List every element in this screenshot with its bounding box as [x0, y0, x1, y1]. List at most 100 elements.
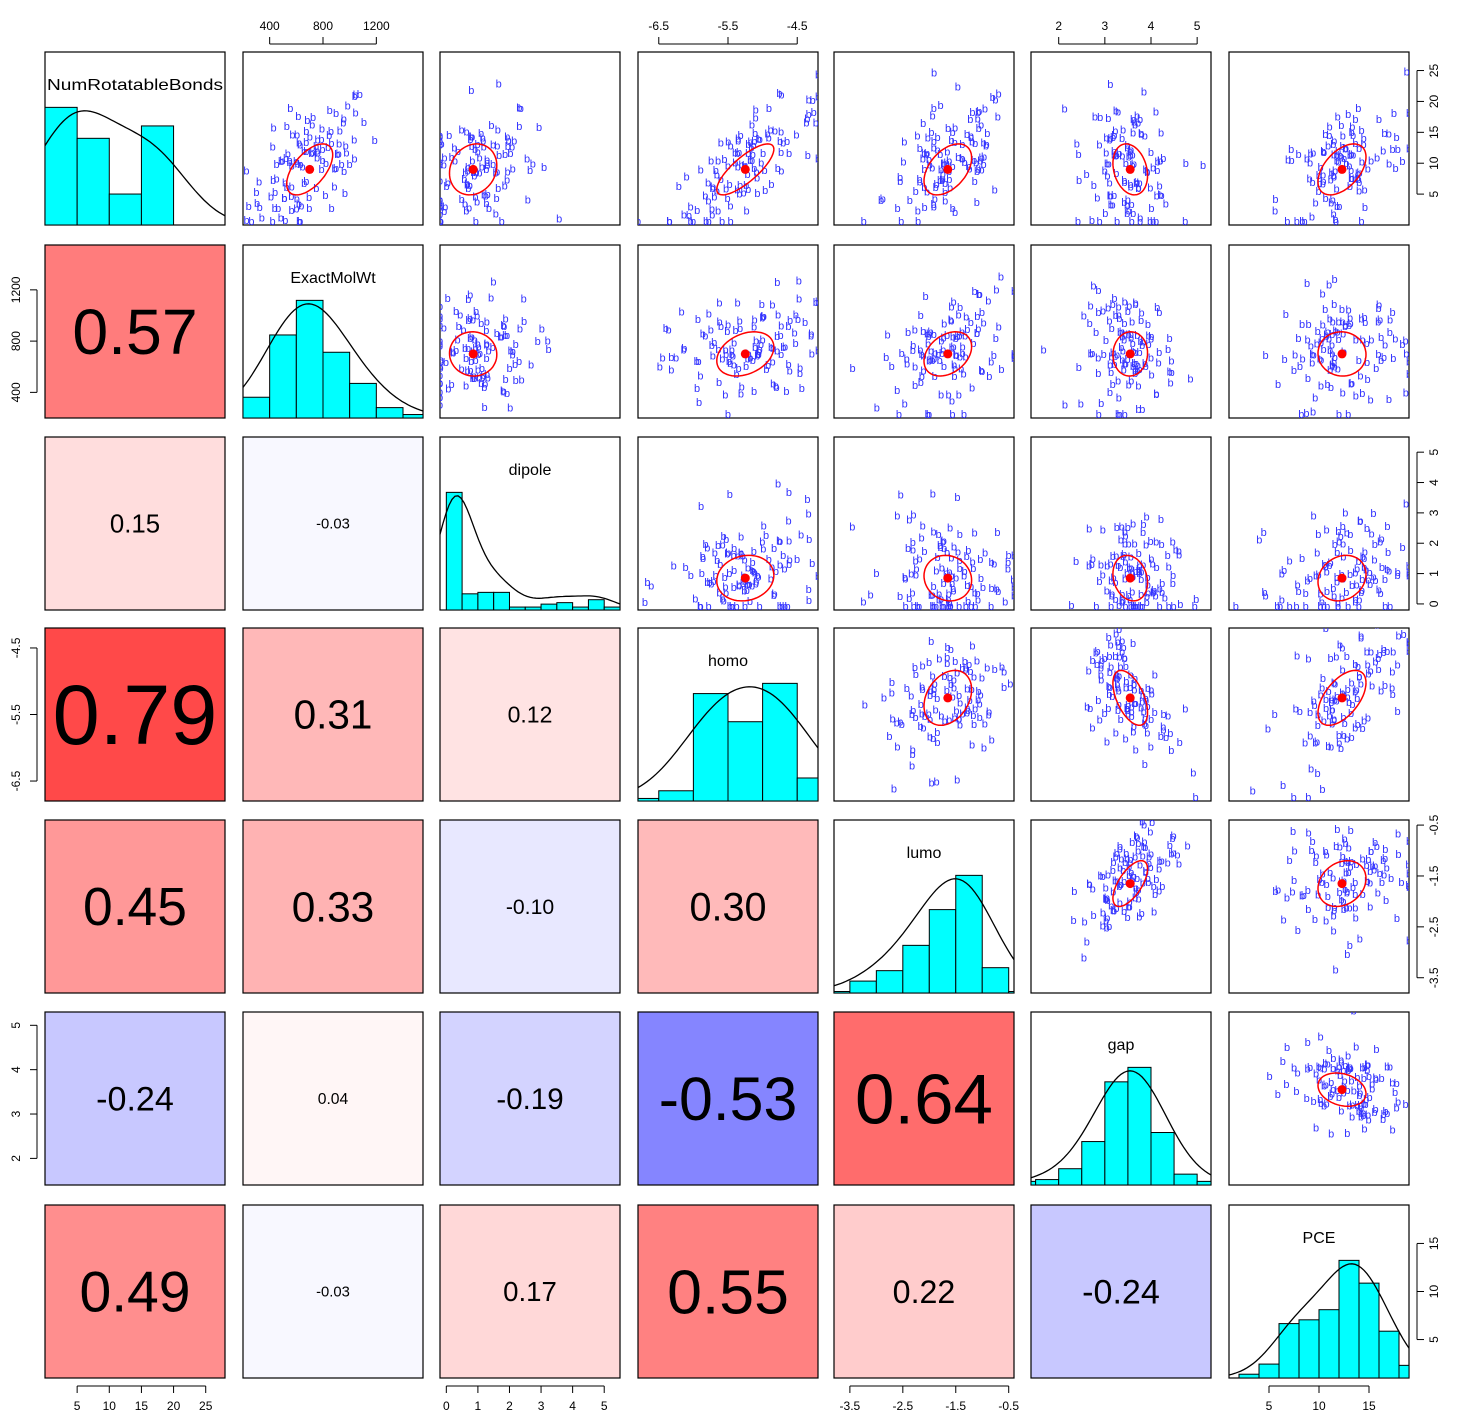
scatter-point: b — [1111, 190, 1117, 202]
scatter-point: b — [1116, 148, 1122, 160]
scatter-point: b — [1103, 133, 1109, 145]
scatter-point: b — [1364, 876, 1370, 888]
scatter-point: b — [778, 89, 784, 101]
scatter-point: b — [1394, 570, 1400, 582]
scatter-point: b — [1083, 619, 1089, 631]
scatter-point: b — [1153, 389, 1159, 401]
scatter-point: b — [717, 316, 723, 328]
histogram-bar — [1127, 1066, 1152, 1186]
scatter-point: b — [984, 128, 990, 140]
correlation-ellipse — [923, 554, 973, 602]
scatter-point: b — [437, 139, 443, 151]
correlation-label: -0.24 — [96, 1080, 174, 1118]
scatter-point: b — [768, 179, 774, 191]
scatter-point: b — [1167, 333, 1173, 345]
scatter-point: b — [1345, 109, 1351, 121]
scatter-point: b — [1120, 345, 1126, 357]
scatter-point: b — [904, 353, 910, 365]
scatter-point: b — [1340, 896, 1346, 908]
histogram-bar — [1298, 1319, 1320, 1379]
scatter-point: b — [1120, 596, 1126, 608]
correlation-ellipse — [1317, 143, 1367, 196]
scatter-point: b — [977, 554, 983, 566]
scatter-point: b — [920, 326, 926, 338]
scatter-point: b — [1306, 319, 1312, 331]
scatter-point: b — [1142, 866, 1148, 878]
y-tick-label: 3 — [9, 1110, 23, 1117]
scatter-point: b — [1348, 678, 1354, 690]
scatter-point: b — [1135, 846, 1141, 858]
scatter-point: b — [504, 174, 510, 186]
scatter-point: b — [1374, 841, 1380, 853]
scatter-point: b — [1104, 912, 1110, 924]
scatter-point: b — [1117, 898, 1123, 910]
scatter-point: b — [995, 111, 1001, 123]
scatter-point: b — [1328, 558, 1334, 570]
scatter-point: b — [1125, 522, 1131, 534]
scatter-point: b — [679, 306, 685, 318]
scatter-point: b — [1369, 681, 1375, 693]
scatter-point: b — [849, 522, 855, 534]
scatter-point: b — [1342, 884, 1348, 896]
scatter-point: b — [902, 573, 908, 585]
scatter-point: b — [753, 576, 759, 588]
scatter-point: b — [909, 709, 915, 721]
scatter-point: b — [1362, 202, 1368, 214]
scatter-point: b — [961, 566, 967, 578]
scatter-point: b — [1359, 585, 1365, 597]
scatter-point: b — [287, 157, 293, 169]
scatter-point: b — [761, 520, 767, 532]
scatter-point: b — [919, 682, 925, 694]
scatter-point: b — [1343, 903, 1349, 915]
scatter-point: b — [710, 183, 716, 195]
scatter-point: b — [984, 139, 990, 151]
scatter-point: b — [964, 702, 970, 714]
scatter-point: b — [438, 138, 444, 150]
scatter-point: b — [744, 579, 750, 591]
scatter-point: b — [1335, 526, 1341, 538]
scatter-point: b — [778, 127, 784, 139]
scatter-point: b — [1317, 589, 1323, 601]
scatter-point: b — [1367, 579, 1373, 591]
scatter-point: b — [1158, 539, 1164, 551]
scatter-point: b — [1104, 561, 1110, 573]
scatter-point: b — [1406, 882, 1412, 894]
scatter-point: b — [737, 180, 743, 192]
scatter-point: b — [1124, 703, 1130, 715]
scatter-point: b — [1135, 884, 1141, 896]
scatter-point: b — [1312, 392, 1318, 404]
y-tick-label: 400 — [9, 382, 23, 402]
scatter-point: b — [1405, 880, 1411, 892]
scatter-point: b — [1129, 707, 1135, 719]
scatter-point: b — [468, 356, 474, 368]
scatter-point: b — [479, 161, 485, 173]
mean-point — [1125, 349, 1135, 359]
scatter-point: b — [984, 663, 990, 675]
scatter-point: b — [1335, 157, 1341, 169]
scatter-point: b — [437, 301, 443, 313]
x-tick-label: 20 — [167, 1399, 181, 1413]
scatter-point: b — [930, 199, 936, 211]
scatter-point: b — [1323, 561, 1329, 573]
scatter-point: b — [697, 371, 703, 383]
scatter-point: b — [1329, 339, 1335, 351]
scatter-point: b — [1330, 170, 1336, 182]
histogram-bar — [76, 137, 110, 226]
scatter-point: b — [296, 199, 302, 211]
scatter-point: b — [978, 365, 984, 377]
scatter-point: b — [271, 123, 277, 135]
y-tick-label: 25 — [1427, 64, 1441, 78]
scatter-point: b — [781, 564, 787, 576]
correlation-label: -0.19 — [496, 1083, 563, 1116]
diag-frame — [439, 436, 621, 611]
scatter-point: b — [758, 157, 764, 169]
scatter-point: b — [1406, 638, 1412, 650]
scatter-point: b — [1394, 660, 1400, 672]
scatter-point: b — [959, 342, 965, 354]
scatter-point: b — [715, 344, 721, 356]
scatter-point: b — [1158, 514, 1164, 526]
scatter-point: b — [756, 601, 762, 613]
scatter-point: b — [1152, 707, 1158, 719]
